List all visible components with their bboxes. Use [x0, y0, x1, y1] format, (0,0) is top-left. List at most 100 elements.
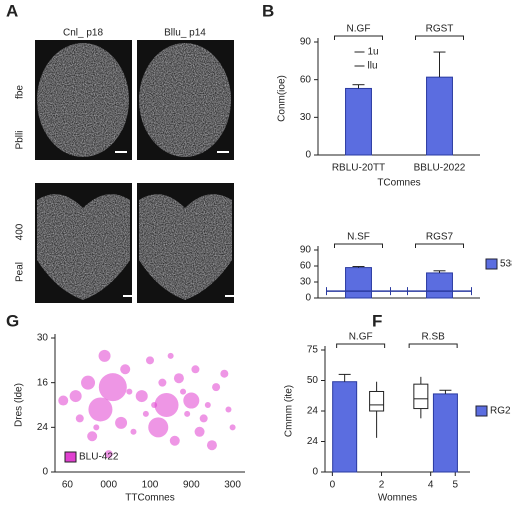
point — [75, 414, 84, 423]
y-tick-label: 24 — [37, 422, 49, 433]
x-tick-label: 0 — [330, 480, 336, 491]
y-tick-label: 75 — [307, 345, 319, 356]
x-tick-label: 000 — [100, 480, 117, 491]
x-tick-label: BBLU-2022 — [414, 163, 466, 174]
x-tick-label: 60 — [62, 480, 74, 491]
group-label: R.SB — [421, 332, 445, 343]
group-bracket — [334, 243, 383, 248]
x-tick-label: RBLU-20TT — [332, 163, 385, 174]
point — [81, 375, 96, 390]
x-axis-label: Womnes — [378, 493, 417, 504]
point — [120, 364, 131, 375]
row-label: Peal — [15, 262, 26, 282]
point — [104, 450, 113, 459]
y-tick-label: 24 — [307, 436, 319, 447]
point — [135, 390, 148, 403]
column-label: Cnl_ p18 — [63, 28, 103, 39]
row-label: 400 — [15, 223, 26, 240]
y-tick-label: 30 — [37, 333, 49, 344]
point — [183, 392, 200, 409]
x-tick-label: 300 — [224, 480, 241, 491]
y-tick-label: 16 — [37, 377, 49, 388]
point — [87, 431, 98, 442]
point — [126, 388, 133, 395]
row-label: Pblli — [15, 131, 26, 150]
bar — [332, 381, 358, 473]
point — [154, 393, 179, 417]
point — [130, 428, 137, 435]
point — [206, 440, 217, 451]
point — [169, 435, 180, 446]
group-label: N.GF — [347, 24, 371, 35]
y-tick-label: 0 — [42, 467, 48, 478]
point — [146, 356, 154, 365]
point — [212, 383, 221, 392]
y-tick-label: 50 — [307, 375, 319, 386]
row-label: fbe — [15, 85, 26, 99]
bar — [345, 87, 372, 156]
x-tick-label: 4 — [428, 480, 434, 491]
group-bracket — [336, 343, 386, 348]
group-label: RGS7 — [426, 232, 454, 243]
x-tick-label: 2 — [379, 480, 385, 491]
point — [204, 402, 211, 408]
point — [220, 369, 229, 378]
y-tick-label: 0 — [312, 467, 318, 478]
panel-label: F — [372, 311, 382, 330]
point — [191, 365, 200, 374]
y-tick-label: 30 — [300, 277, 312, 288]
y-tick-label: 0 — [305, 293, 311, 304]
box — [369, 390, 385, 412]
point — [194, 426, 205, 437]
y-tick-label: 30 — [300, 112, 312, 123]
tissue — [139, 43, 231, 157]
x-axis-label: TTComnes — [125, 493, 174, 504]
point — [167, 352, 174, 359]
x-tick-label: 5 — [452, 480, 458, 491]
group-label: RGST — [426, 24, 454, 35]
box — [413, 383, 429, 410]
panel-label: B — [262, 1, 274, 20]
point — [173, 373, 184, 384]
legend-swatch — [64, 451, 77, 463]
point — [142, 410, 149, 417]
y-axis-label: Cmmm (ite) — [284, 385, 295, 437]
point — [199, 414, 208, 423]
group-label: N.GF — [349, 332, 373, 343]
point — [115, 416, 128, 429]
bar — [345, 267, 372, 299]
point — [158, 378, 167, 387]
legend-swatch — [475, 405, 488, 417]
y-tick-label: 0 — [305, 150, 311, 161]
group-bracket — [334, 35, 383, 40]
panel-label: A — [6, 1, 18, 20]
y-tick-label: 24 — [307, 406, 319, 417]
point — [180, 388, 187, 395]
legend-swatch — [485, 258, 498, 270]
panel-label: G — [6, 311, 19, 330]
bar — [432, 393, 458, 473]
point — [229, 424, 236, 431]
legend-label: llu — [368, 61, 378, 72]
legend-label: RG2 — [490, 406, 511, 417]
point — [184, 410, 191, 417]
point — [98, 349, 111, 362]
point — [69, 390, 82, 403]
x-axis-label: TComnes — [377, 178, 420, 189]
bar — [426, 76, 453, 156]
tissue — [139, 194, 232, 300]
x-tick-label: 900 — [183, 480, 200, 491]
point — [88, 397, 113, 422]
point — [58, 395, 69, 406]
y-tick-label: 60 — [300, 261, 312, 272]
bar — [426, 272, 453, 299]
legend-label: 5384 — [500, 259, 512, 270]
point — [93, 424, 100, 431]
y-axis-label: Conm(ioe) — [277, 75, 288, 122]
y-tick-label: 60 — [300, 74, 312, 85]
tissue — [37, 43, 129, 157]
y-tick-label: 90 — [300, 37, 312, 48]
point — [151, 402, 158, 408]
y-tick-label: 90 — [300, 245, 312, 256]
